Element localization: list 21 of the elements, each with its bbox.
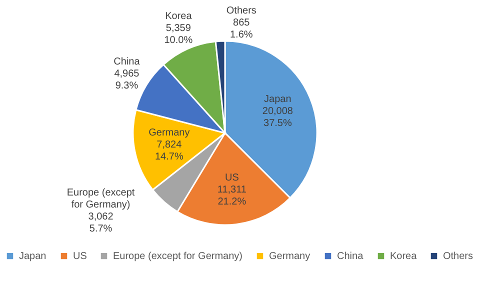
legend-label: Europe (except for Germany)	[113, 251, 242, 262]
slice-label: Germany	[148, 128, 190, 139]
data-label: 3,062 5.7%	[88, 212, 114, 235]
legend-label: Others	[443, 251, 474, 262]
data-label: 7,824 14.7%	[154, 140, 184, 163]
slice-label: China	[114, 56, 140, 68]
slice-label: Japan	[264, 94, 292, 106]
data-label: 5,359 10.0%	[164, 22, 193, 46]
data-label: 865 1.6%	[230, 18, 253, 41]
legend-label: China	[337, 251, 364, 262]
slice-label: US	[224, 172, 240, 184]
slice-label: Others	[226, 6, 256, 17]
legend-label: Korea	[390, 251, 418, 262]
slice-label: Korea	[165, 10, 192, 22]
data-label: 4,965 9.3%	[114, 68, 140, 92]
legend-label: Japan	[19, 251, 46, 262]
legend-label: Germany	[269, 251, 310, 262]
data-label: 20,008 37.5%	[262, 106, 294, 130]
slice-label: Europe (except for Germany)	[66, 188, 135, 211]
data-label: 11,311 21.2%	[217, 184, 247, 208]
legend-label: US	[73, 251, 88, 262]
